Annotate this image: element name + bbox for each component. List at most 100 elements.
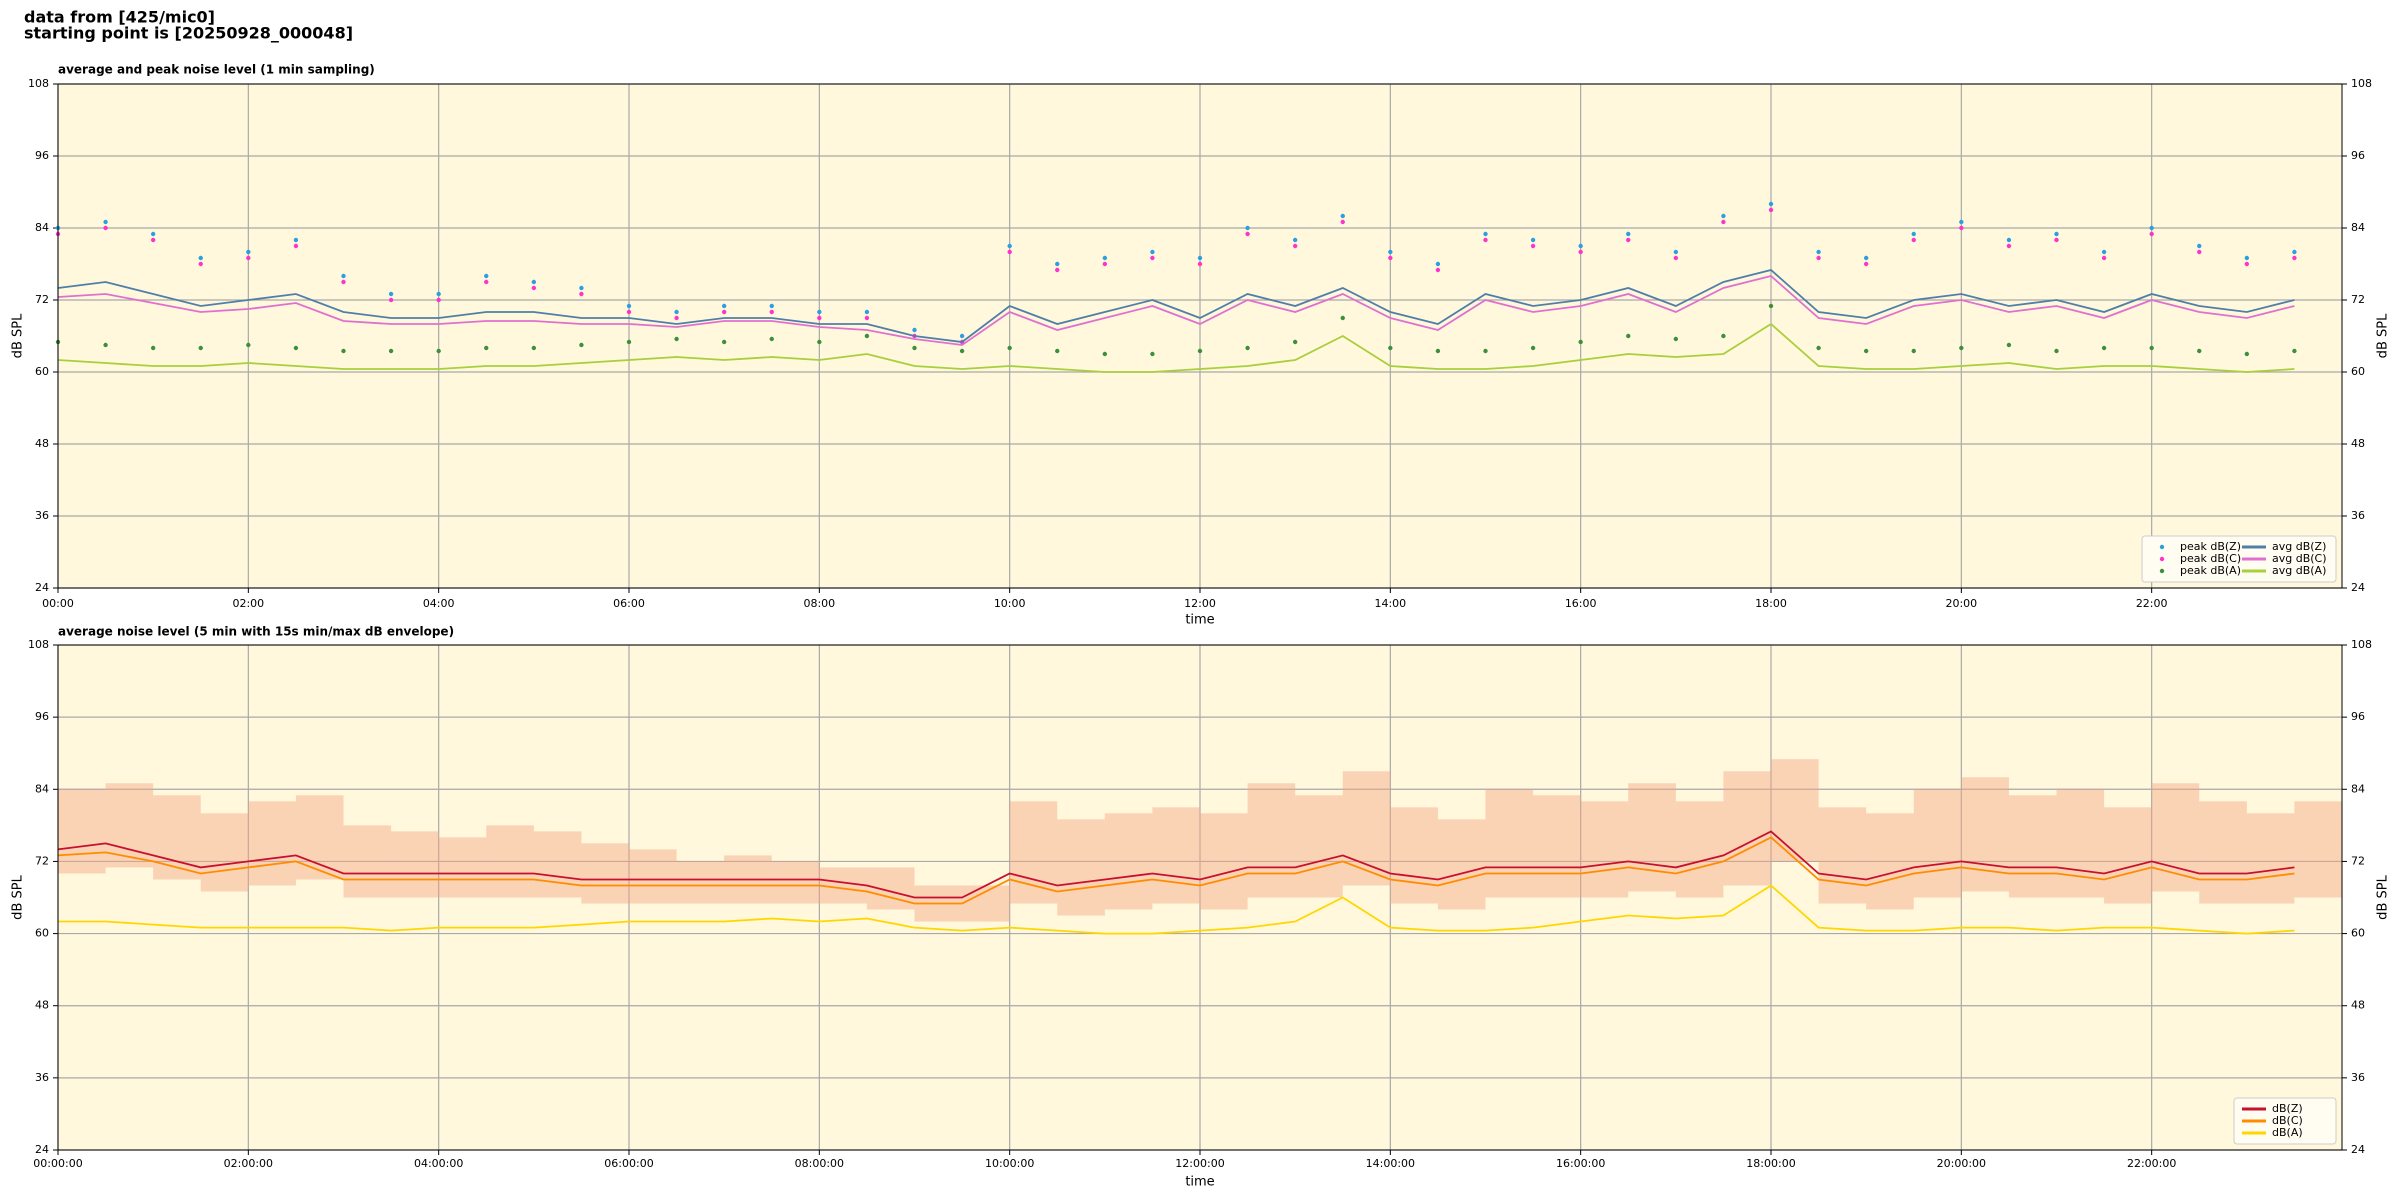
- envelope-band: [2246, 813, 2295, 904]
- envelope-band: [533, 831, 582, 898]
- envelope-band: [2056, 789, 2105, 898]
- peak-dot: [293, 237, 299, 243]
- peak-dot: [2292, 249, 2297, 255]
- peak-dot: [1768, 303, 1774, 309]
- y-tick-label: 96: [2351, 149, 2365, 162]
- y-tick-label: 72: [35, 854, 49, 867]
- y-tick-label: 96: [35, 710, 49, 723]
- envelope-band: [1675, 801, 1724, 898]
- peak-dot: [2054, 231, 2059, 237]
- peak-dot: [150, 231, 156, 237]
- peak-dot: [150, 237, 156, 243]
- peak-dot: [1911, 237, 1916, 243]
- peak-dot: [198, 345, 203, 351]
- y-tick-label: 24: [35, 1143, 49, 1156]
- peak-dot: [864, 309, 870, 315]
- header-line: starting point is [20250928_000048]: [24, 24, 353, 43]
- peak-dot: [2006, 342, 2012, 348]
- legend-label: avg dB(C): [2272, 552, 2327, 565]
- peak-dot: [2197, 249, 2202, 255]
- x-tick-label: 18:00:00: [1746, 1157, 1795, 1170]
- peak-dot: [388, 348, 394, 354]
- y-tick-label: 60: [35, 927, 49, 940]
- peak-dot: [579, 285, 584, 291]
- peak-dot: [1007, 345, 1012, 351]
- y-axis-title: dB SPL: [2376, 313, 2391, 358]
- peak-dot: [1483, 231, 1488, 237]
- y-axis-title: dB SPL: [11, 313, 26, 358]
- peak-dot: [1673, 249, 1679, 255]
- peak-dot: [103, 225, 108, 231]
- peak-dot: [2244, 261, 2250, 267]
- peak-dot: [1150, 255, 1155, 261]
- peak-dot: [959, 348, 965, 354]
- x-tick-label: 14:00: [1374, 597, 1406, 610]
- peak-dot: [2054, 348, 2059, 354]
- peak-dot: [721, 309, 727, 315]
- legend-label: dB(A): [2272, 1126, 2303, 1139]
- peak-dot: [388, 291, 394, 297]
- peak-dot: [1816, 249, 1821, 255]
- envelope-band: [343, 825, 392, 898]
- peak-dot: [1959, 345, 1964, 351]
- peak-dot: [293, 345, 299, 351]
- peak-dot: [1150, 351, 1155, 357]
- envelope-band: [1913, 789, 1962, 898]
- peak-dot: [1816, 255, 1821, 261]
- envelope-band: [1152, 807, 1200, 904]
- y-tick-label: 72: [2351, 854, 2365, 867]
- peak-dot: [626, 303, 632, 309]
- x-tick-label: 04:00: [423, 597, 455, 610]
- envelope-band: [1771, 759, 1819, 862]
- peak-dot: [864, 315, 870, 321]
- envelope-band: [2151, 783, 2200, 892]
- peak-dot: [1530, 243, 1536, 249]
- y-tick-label: 72: [2351, 293, 2365, 306]
- chart-title: average noise level (5 min with 15s min/…: [58, 625, 454, 639]
- peak-dot: [626, 309, 632, 315]
- peak-dot: [1673, 336, 1679, 342]
- peak-dot: [2149, 231, 2154, 237]
- peak-dot: [912, 345, 917, 351]
- series-line: [57, 836, 2295, 905]
- envelope-band: [1580, 801, 1629, 898]
- x-tick-label: 00:00: [42, 597, 74, 610]
- envelope-band: [295, 795, 344, 880]
- peak-dot: [1102, 351, 1108, 357]
- peak-dot: [912, 327, 917, 333]
- y-tick-label: 108: [2351, 77, 2372, 90]
- peak-dot: [721, 339, 727, 345]
- peak-dot: [1626, 237, 1631, 243]
- envelope-band: [1390, 807, 1438, 904]
- peak-dot: [579, 291, 584, 297]
- x-tick-label: 16:00:00: [1556, 1157, 1605, 1170]
- peak-dot: [2244, 255, 2250, 261]
- x-tick-label: 10:00:00: [985, 1157, 1034, 1170]
- envelope-band: [581, 843, 629, 904]
- peak-dot: [1388, 345, 1393, 351]
- y-tick-label: 84: [2351, 221, 2365, 234]
- envelope-band: [1533, 795, 1581, 898]
- peak-dot: [1197, 261, 1203, 267]
- peak-dot: [769, 309, 774, 315]
- peak-dot: [817, 309, 822, 315]
- y-tick-label: 72: [35, 293, 49, 306]
- x-tick-label: 16:00: [1565, 597, 1597, 610]
- peak-dot: [484, 273, 489, 279]
- peak-dot: [1578, 243, 1583, 249]
- legend-marker: [2159, 556, 2165, 562]
- envelope-band: [629, 849, 677, 904]
- peak-dot: [1340, 213, 1345, 219]
- peak-dot: [1863, 261, 1869, 267]
- header-line: data from [425/mic0]: [24, 8, 215, 27]
- envelope-band: [1961, 777, 2009, 892]
- peak-dot: [341, 279, 346, 285]
- series-line: [57, 275, 2295, 346]
- legend-marker: [2159, 544, 2165, 550]
- peak-dot: [1245, 345, 1250, 351]
- envelope-band: [2104, 807, 2152, 904]
- legend-label: dB(C): [2272, 1114, 2303, 1127]
- envelope-band: [391, 831, 439, 898]
- legend-box: [2141, 535, 2337, 583]
- peak-dot: [769, 303, 774, 309]
